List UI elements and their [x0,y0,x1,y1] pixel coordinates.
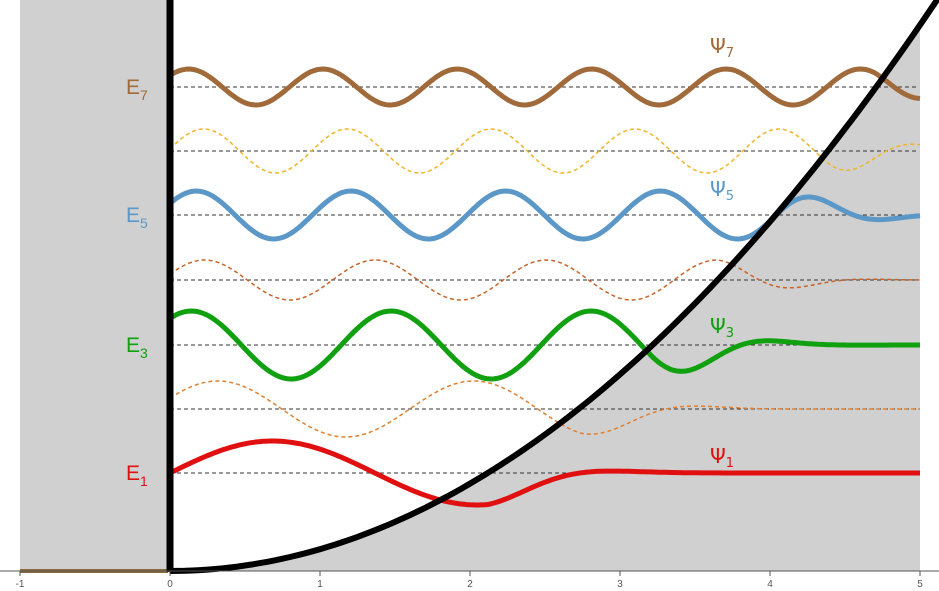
energy-label-letter: E [126,76,140,99]
forbidden-regions [20,0,920,571]
energy-label-3: E3 [126,334,148,361]
psi-label-3: Ψ3 [710,314,734,341]
energy-label-subscript: 5 [140,215,148,231]
psi-label-subscript: 3 [726,326,734,341]
x-tick-label: 5 [917,579,923,590]
energy-label-7: E7 [126,76,148,103]
wavefunction-3 [168,308,920,382]
psi-label-7: Ψ7 [710,34,734,61]
wavefunction-1 [168,438,920,508]
x-tick-label: 1 [317,579,323,590]
psi-label-subscript: 5 [726,189,734,204]
x-tick-label: 0 [167,579,173,590]
x-tick-label: 4 [767,579,773,590]
psi-label-letter: Ψ [710,444,726,468]
energy-label-subscript: 7 [140,87,148,103]
wavefunction-2 [169,380,920,438]
wavefunction-7 [168,66,921,108]
energy-label-1: E1 [126,462,148,489]
psi-label-subscript: 1 [726,456,734,471]
energy-label-letter: E [126,462,140,485]
energy-label-subscript: 3 [140,345,148,361]
psi-label-subscript: 7 [726,46,734,61]
psi-label-letter: Ψ [710,177,726,201]
energy-label-5: E5 [126,204,148,231]
wavefunction-4 [169,259,920,301]
psi-label-letter: Ψ [710,34,726,58]
psi-label-5: Ψ5 [710,177,734,204]
left-forbidden-region [20,0,170,571]
wavefunction-5 [168,188,921,242]
x-axis-ticks: -1 0 1 2 3 4 5 [16,571,923,590]
energy-label-subscript: 1 [140,473,148,489]
wavefunctions [168,66,921,508]
potential-curve [169,0,939,574]
x-tick-label: -1 [16,579,25,590]
wavefunction-6 [169,128,921,174]
right-forbidden-region [170,25,920,571]
psi-label-letter: Ψ [710,314,726,338]
energy-label-letter: E [126,204,140,227]
x-tick-label: 3 [617,579,623,590]
energy-label-letter: E [126,334,140,357]
psi-label-1: Ψ1 [710,444,734,471]
x-tick-label: 2 [467,579,473,590]
